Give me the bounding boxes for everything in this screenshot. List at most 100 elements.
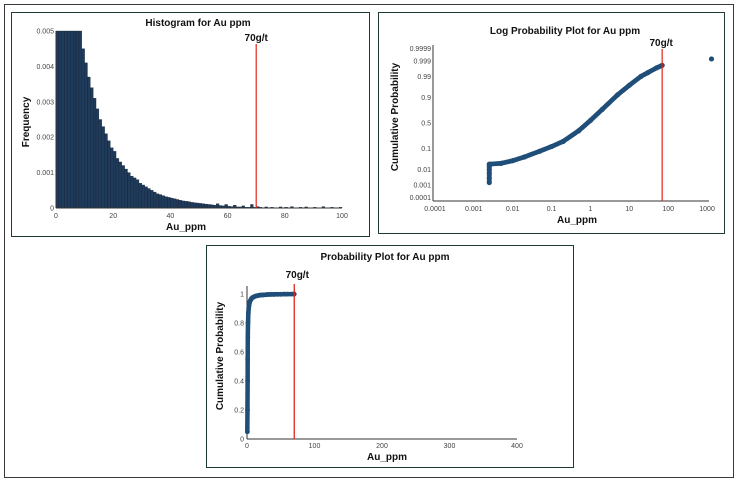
data-point bbox=[560, 138, 566, 144]
y-tick-label: 0.002 bbox=[36, 135, 54, 142]
x-tick-label: 0 bbox=[54, 213, 58, 220]
x-axis-label: Au_ppm bbox=[166, 222, 206, 233]
histogram-bar bbox=[178, 200, 182, 209]
x-tick-label: 40 bbox=[167, 213, 175, 220]
y-tick-label: 0.005 bbox=[36, 29, 54, 36]
histogram-bar bbox=[75, 30, 80, 209]
y-tick-label: 0.8 bbox=[234, 321, 244, 328]
histogram-bar bbox=[184, 201, 188, 209]
histogram-bar bbox=[95, 108, 100, 209]
histogram-bar bbox=[204, 203, 208, 209]
data-point bbox=[510, 158, 516, 164]
y-tick-label: 0.4 bbox=[234, 379, 244, 386]
data-point bbox=[498, 160, 504, 166]
x-tick-label: 20 bbox=[109, 213, 117, 220]
histogram-bar bbox=[110, 147, 114, 209]
x-tick-label: 0.01 bbox=[506, 206, 520, 213]
x-axis-label: Au_ppm bbox=[557, 215, 597, 226]
histogram-bar bbox=[144, 186, 148, 209]
data-point bbox=[638, 73, 644, 79]
data-point bbox=[626, 82, 632, 88]
data-point bbox=[245, 320, 251, 326]
histogram-bar bbox=[158, 194, 162, 209]
log-probability-panel: Log Probability Plot for Au ppm Au_ppm C… bbox=[378, 12, 725, 234]
histogram-bar bbox=[135, 179, 140, 209]
data-point bbox=[486, 179, 492, 186]
histogram-bar bbox=[81, 48, 85, 209]
y-tick-label: 0.003 bbox=[36, 99, 54, 106]
histogram-bar bbox=[216, 203, 220, 209]
histogram-chart: Histogram for Au ppm Au_ppm Frequency 0 2… bbox=[21, 18, 348, 233]
y-tick-label: 0.6 bbox=[234, 350, 244, 357]
histogram-bar bbox=[161, 195, 165, 209]
threshold-label: 70g/t bbox=[286, 270, 310, 281]
data-point bbox=[245, 407, 250, 413]
histogram-bar bbox=[181, 200, 185, 209]
histogram-bar bbox=[58, 30, 62, 209]
y-tick-label: 0 bbox=[50, 206, 54, 213]
histogram-bar bbox=[164, 196, 168, 209]
y-tick-label: 0 bbox=[240, 437, 244, 444]
histogram-bar bbox=[113, 151, 117, 209]
plot-area: 0 100 200 300 400 0 0.2 0.4 0.6 0.8 1 70g/t bbox=[234, 270, 523, 450]
histogram-bar bbox=[138, 183, 142, 209]
histogram-bar bbox=[153, 191, 157, 209]
x-tick-label: 1 bbox=[588, 206, 592, 213]
x-tick-label: 200 bbox=[376, 443, 388, 450]
data-point bbox=[615, 92, 621, 98]
data-point bbox=[521, 154, 527, 160]
x-axis-label: Au_ppm bbox=[367, 452, 407, 463]
histogram-bar bbox=[121, 165, 125, 209]
histogram-bar bbox=[84, 62, 88, 209]
threshold-label: 70g/t bbox=[649, 38, 673, 49]
y-axis-label: Cumulative Probability bbox=[390, 62, 401, 171]
histogram-bar bbox=[133, 177, 137, 209]
plot-area: 0.0001 0.001 0.01 0.1 1 10 100 1000 0.0001 0.001 0… bbox=[410, 38, 715, 213]
y-tick-label: 0.9999 bbox=[410, 46, 432, 53]
x-tick-label: 60 bbox=[224, 213, 232, 220]
data-point bbox=[244, 429, 250, 435]
histogram-bar bbox=[155, 193, 160, 209]
x-tick-label: 80 bbox=[281, 213, 289, 220]
histogram-bar bbox=[124, 168, 128, 209]
histogram-bar bbox=[147, 188, 151, 209]
histogram-bar bbox=[175, 199, 180, 209]
data-point bbox=[278, 291, 284, 297]
histogram-bar bbox=[195, 202, 200, 209]
plot-area: 0 20 40 60 80 100 0 0.001 0.002 0.003 0.004 0.005 70… bbox=[36, 29, 347, 221]
histogram-bar bbox=[193, 202, 197, 209]
histogram-bar bbox=[207, 204, 211, 209]
histogram-bar bbox=[167, 197, 171, 209]
chart-title: Histogram for Au ppm bbox=[145, 18, 250, 29]
y-tick-label: 1 bbox=[240, 292, 244, 299]
data-point bbox=[264, 292, 270, 297]
data-point bbox=[281, 291, 287, 297]
data-point bbox=[537, 148, 543, 154]
histogram-bar bbox=[93, 98, 97, 209]
histogram-bar bbox=[73, 30, 77, 209]
data-point bbox=[271, 292, 277, 297]
y-tick-label: 0.9 bbox=[421, 95, 431, 102]
histogram-bar bbox=[61, 30, 65, 209]
y-tick-label: 0.001 bbox=[413, 182, 431, 189]
histogram-bar bbox=[201, 203, 205, 209]
histogram-bar bbox=[115, 158, 120, 209]
y-axis-label: Frequency bbox=[21, 96, 32, 147]
histogram-bar bbox=[224, 204, 228, 209]
data-point bbox=[274, 291, 280, 297]
x-tick-label: 0 bbox=[245, 443, 249, 450]
histogram-bar bbox=[104, 133, 108, 209]
data-point bbox=[599, 106, 605, 113]
histogram-panel: Histogram for Au ppm Au_ppm Frequency 0 2… bbox=[11, 12, 370, 237]
x-tick-label: 0.0001 bbox=[424, 206, 446, 213]
histogram-bar bbox=[250, 204, 254, 209]
histogram-bar bbox=[67, 30, 71, 209]
histogram-bar bbox=[127, 172, 131, 209]
histogram-bar bbox=[173, 198, 177, 209]
x-tick-label: 100 bbox=[309, 443, 321, 450]
histogram-bar bbox=[150, 190, 154, 209]
y-tick-label: 0.2 bbox=[234, 408, 244, 415]
x-tick-label: 100 bbox=[662, 206, 674, 213]
probability-chart: Probability Plot for Au ppm Au_ppm Cumul… bbox=[215, 252, 523, 463]
data-point bbox=[486, 170, 492, 176]
